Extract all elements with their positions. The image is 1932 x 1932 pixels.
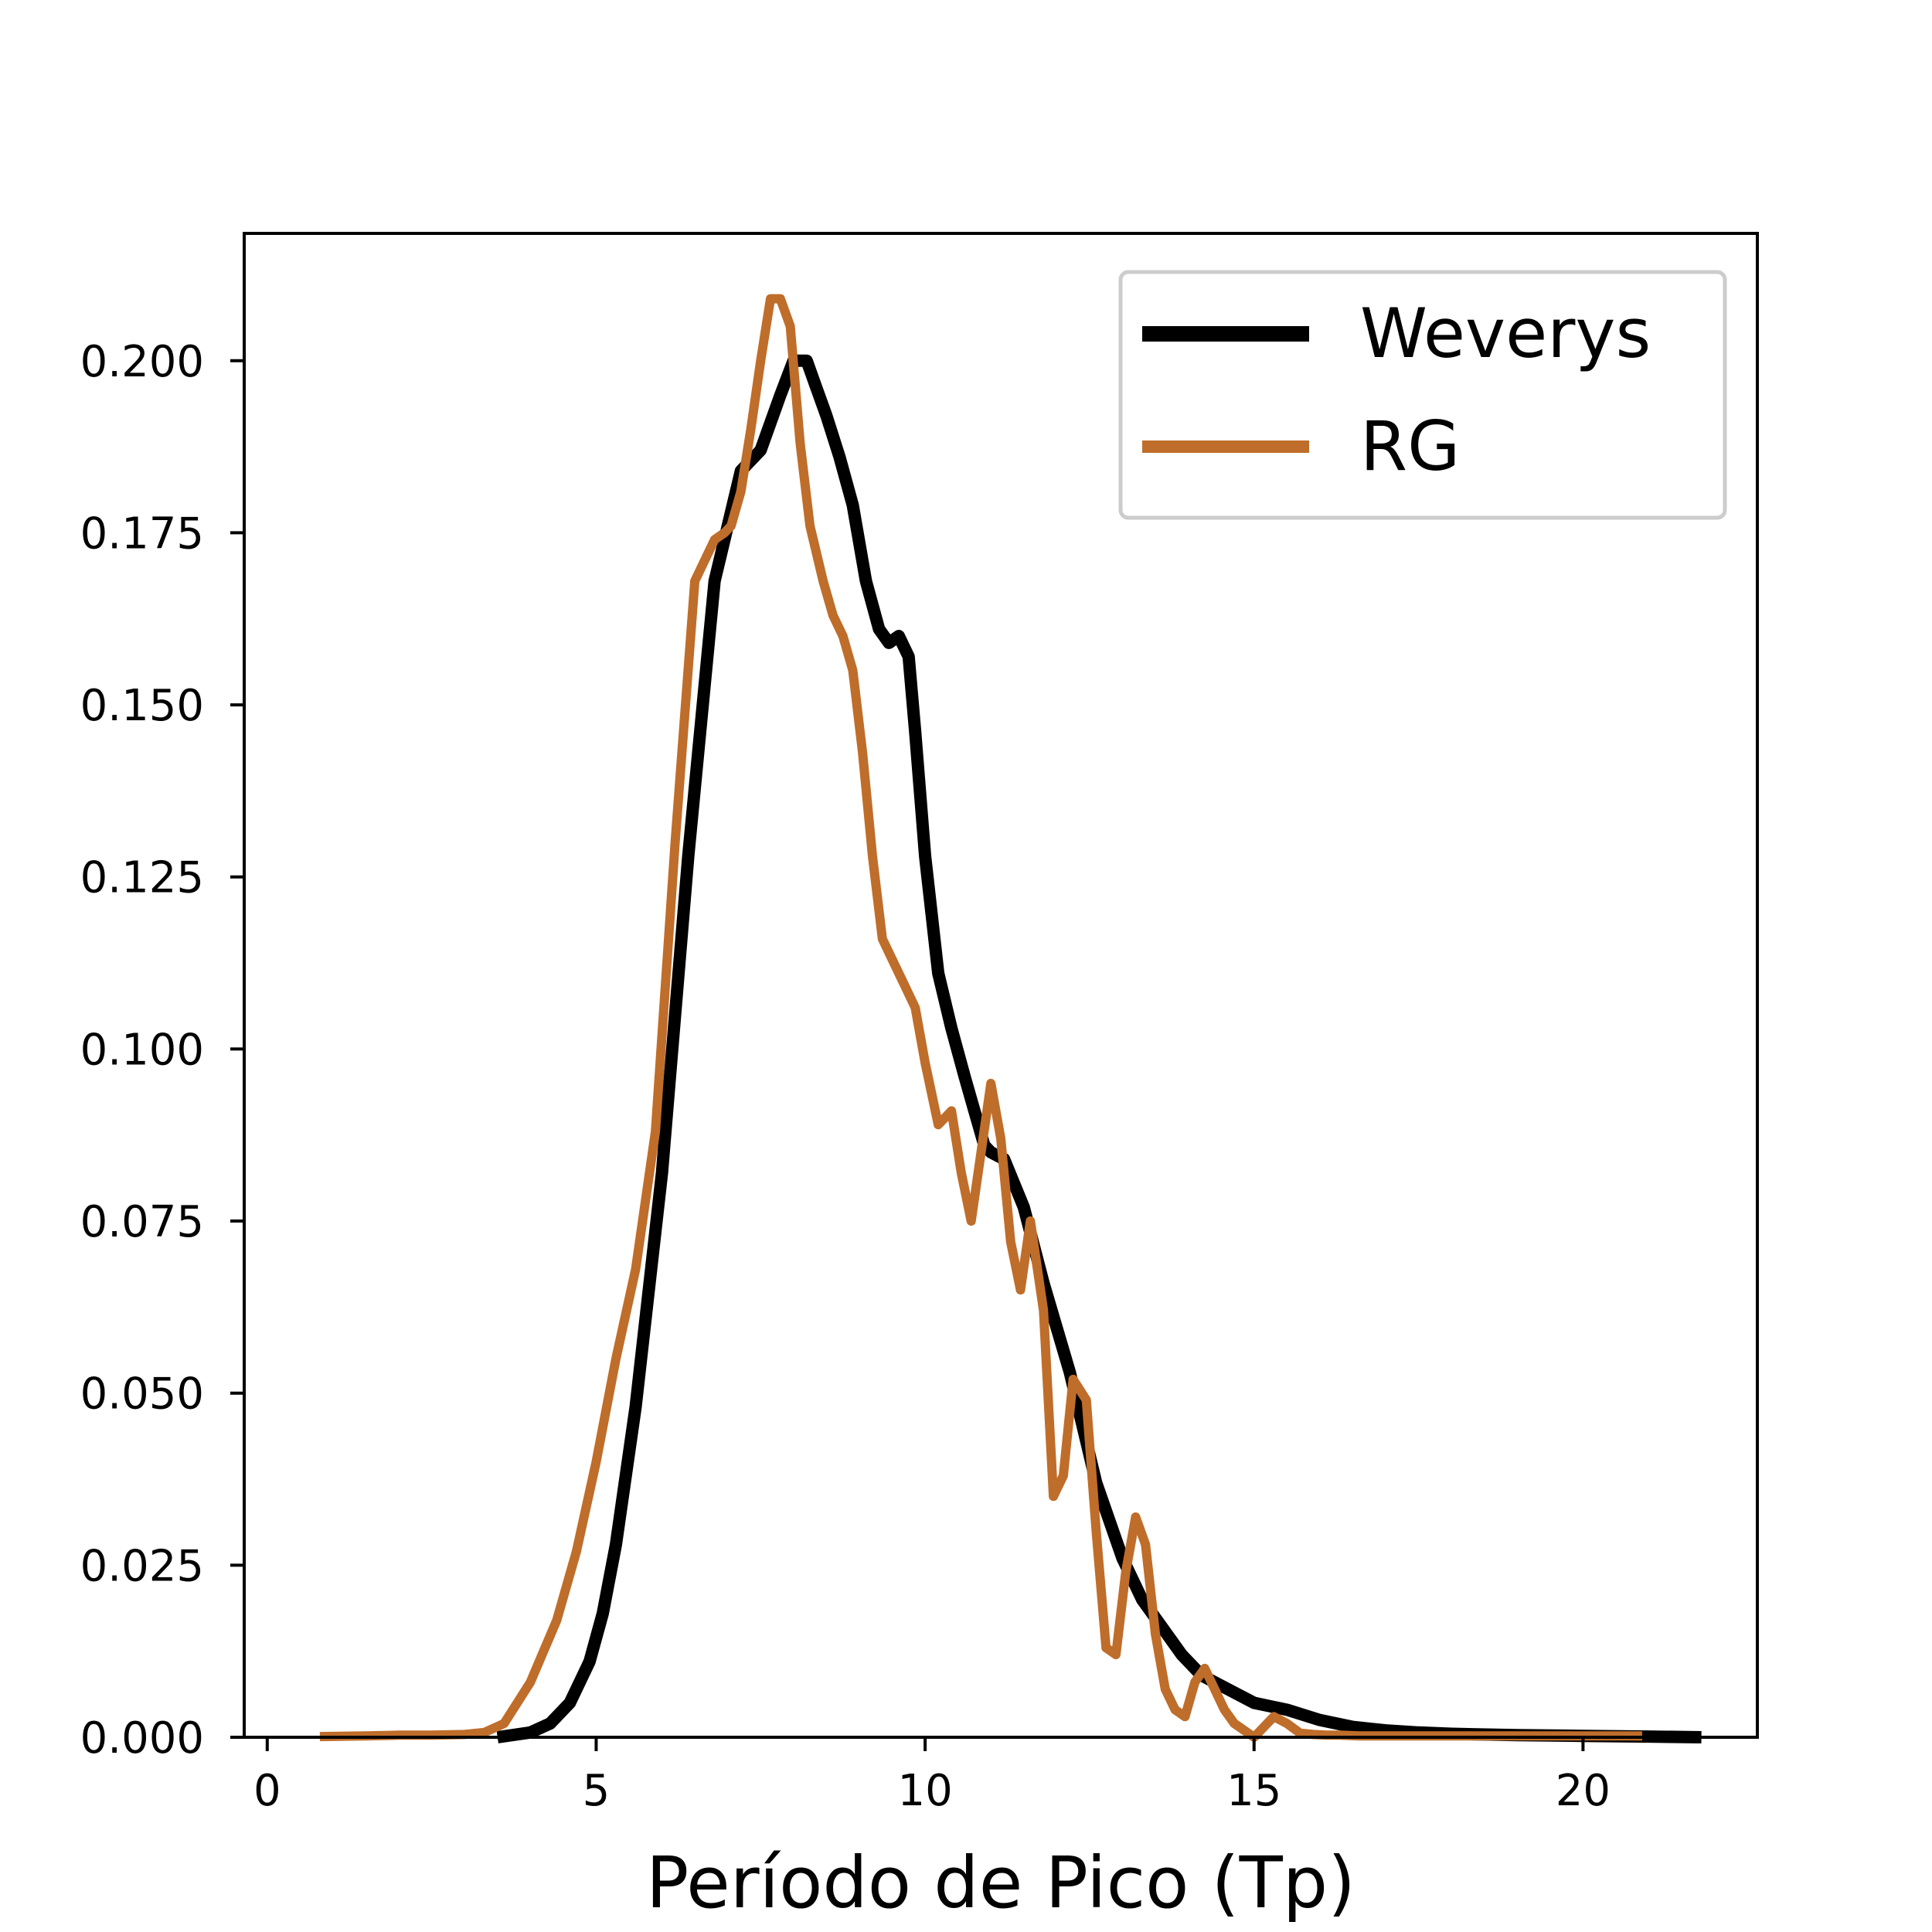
y-tick-label: 0.175 xyxy=(80,509,204,559)
series-line-rg xyxy=(319,294,1642,1742)
legend: Weverys RG xyxy=(1118,270,1727,520)
y-tick-label: 0.150 xyxy=(80,681,204,731)
y-tick-label: 0.025 xyxy=(80,1541,204,1591)
x-tick-label: 10 xyxy=(897,1766,952,1816)
y-tick-label: 0.125 xyxy=(80,853,204,903)
x-tick-label: 0 xyxy=(253,1766,281,1816)
y-tick-label: 0.100 xyxy=(80,1025,204,1075)
ticks-layer: 0 5 10 15 20 0.000 0.025 0.050 0.075 0.100 0.125 0.… xyxy=(80,337,1611,1816)
series-layer xyxy=(319,294,1702,1743)
y-tick-label: 0.000 xyxy=(80,1713,204,1764)
x-tick-label: 15 xyxy=(1226,1766,1281,1816)
y-tick-label: 0.075 xyxy=(80,1197,204,1247)
legend-label-rg: RG xyxy=(1360,406,1460,486)
x-tick-label: 5 xyxy=(583,1766,611,1816)
legend-items: Weverys RG xyxy=(1142,294,1651,486)
x-tick-label: 20 xyxy=(1556,1766,1611,1816)
series-line-weverys xyxy=(496,354,1702,1743)
x-axis-title: Período de Pico (Tp) xyxy=(646,1842,1355,1924)
y-tick-label: 0.050 xyxy=(80,1369,204,1420)
legend-label-weverys: Weverys xyxy=(1360,294,1651,373)
plot-frame xyxy=(243,232,1759,1739)
y-tick-label: 0.200 xyxy=(80,337,204,387)
